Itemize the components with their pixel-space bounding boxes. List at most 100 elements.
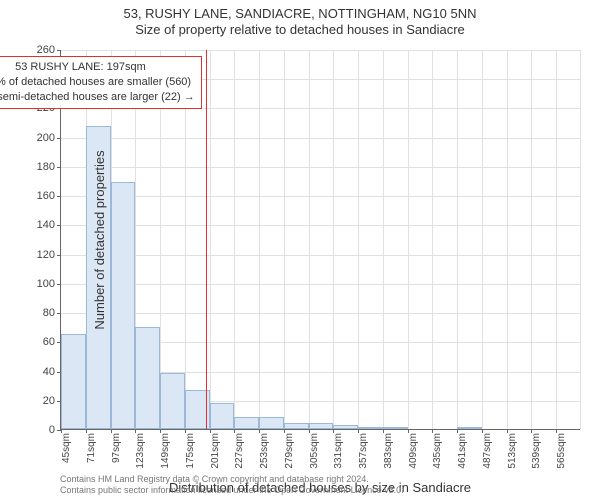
y-tick-label: 0 [49,424,55,436]
gridline-vertical [259,50,260,429]
x-tick-mark [210,429,211,433]
x-tick-label: 253sqm [259,433,270,469]
y-tick-label: 120 [37,249,55,261]
gridline-horizontal [61,50,580,51]
x-tick-mark [432,429,433,433]
gridline-vertical [333,50,334,429]
x-tick-mark [234,429,235,433]
x-tick-label: 305sqm [309,433,320,469]
license-text: Contains HM Land Registry data © Crown c… [60,474,404,497]
x-tick-label: 279sqm [284,433,295,469]
histogram-bar [284,423,309,429]
x-tick-label: 357sqm [358,433,369,469]
y-tick-mark [57,225,61,226]
x-tick-label: 71sqm [86,433,97,463]
x-tick-label: 97sqm [111,433,122,463]
x-tick-mark [457,429,458,433]
gridline-horizontal [61,138,580,139]
annotation-line: 53 RUSHY LANE: 197sqm [0,60,195,75]
histogram-bar [383,427,408,429]
histogram-bar [358,427,383,429]
y-tick-label: 60 [43,336,55,348]
x-tick-mark [507,429,508,433]
y-tick-label: 160 [37,190,55,202]
gridline-vertical [507,50,508,429]
annotation-line: ← 96% of detached houses are smaller (56… [0,75,195,90]
gridline-vertical [358,50,359,429]
histogram-bar [457,427,482,429]
marker-line [206,50,207,429]
histogram-bar [309,423,334,429]
histogram-bar [135,327,160,429]
y-tick-mark [57,313,61,314]
y-tick-label: 260 [37,44,55,56]
y-tick-label: 100 [37,278,55,290]
x-tick-mark [86,429,87,433]
gridline-vertical [234,50,235,429]
x-tick-mark [111,429,112,433]
x-tick-mark [284,429,285,433]
y-tick-mark [57,255,61,256]
x-tick-mark [556,429,557,433]
x-tick-label: 331sqm [333,433,344,469]
x-tick-label: 565sqm [556,433,567,469]
x-tick-label: 513sqm [507,433,518,469]
x-tick-mark [309,429,310,433]
x-tick-label: 201sqm [210,433,221,469]
gridline-vertical [482,50,483,429]
x-tick-mark [160,429,161,433]
gridline-vertical [309,50,310,429]
x-tick-mark [135,429,136,433]
marker-annotation: 53 RUSHY LANE: 197sqm← 96% of detached h… [0,56,202,109]
gridline-horizontal [61,108,580,109]
histogram-bar [111,182,136,429]
x-tick-label: 175sqm [185,433,196,469]
x-tick-mark [259,429,260,433]
x-tick-mark [408,429,409,433]
gridline-vertical [580,50,581,429]
x-tick-label: 383sqm [383,433,394,469]
gridline-vertical [210,50,211,429]
license-line-1: Contains HM Land Registry data © Crown c… [60,474,404,485]
x-tick-mark [185,429,186,433]
y-tick-mark [57,167,61,168]
gridline-vertical [556,50,557,429]
x-tick-label: 149sqm [160,433,171,469]
x-tick-mark [61,429,62,433]
y-axis-label: Number of detached properties [92,150,107,329]
y-tick-label: 40 [43,366,55,378]
gridline-vertical [383,50,384,429]
histogram-bar [333,425,358,429]
histogram-bar [61,334,86,429]
x-tick-label: 45sqm [61,433,72,463]
gridline-vertical [284,50,285,429]
gridline-vertical [408,50,409,429]
gridline-horizontal [61,313,580,314]
plot-area: 02040608010012014016018020022024026045sq… [60,50,580,430]
x-tick-label: 409sqm [408,433,419,469]
gridline-horizontal [61,196,580,197]
x-tick-mark [358,429,359,433]
x-tick-label: 461sqm [457,433,468,469]
histogram-bar [259,417,284,429]
gridline-vertical [457,50,458,429]
histogram-bar [234,417,259,429]
license-line-2: Contains public sector information licen… [60,485,404,496]
y-tick-label: 180 [37,161,55,173]
x-tick-label: 487sqm [482,433,493,469]
x-tick-label: 227sqm [234,433,245,469]
x-tick-label: 435sqm [432,433,443,469]
gridline-horizontal [61,225,580,226]
x-tick-label: 123sqm [135,433,146,469]
y-tick-mark [57,196,61,197]
y-tick-label: 20 [43,395,55,407]
y-tick-label: 200 [37,132,55,144]
chart-title: 53, RUSHY LANE, SANDIACRE, NOTTINGHAM, N… [0,0,600,22]
y-tick-mark [57,284,61,285]
histogram-bar [210,403,235,429]
y-tick-mark [57,138,61,139]
annotation-line: 4% of semi-detached houses are larger (2… [0,90,195,105]
y-tick-label: 140 [37,219,55,231]
y-tick-mark [57,108,61,109]
gridline-horizontal [61,167,580,168]
